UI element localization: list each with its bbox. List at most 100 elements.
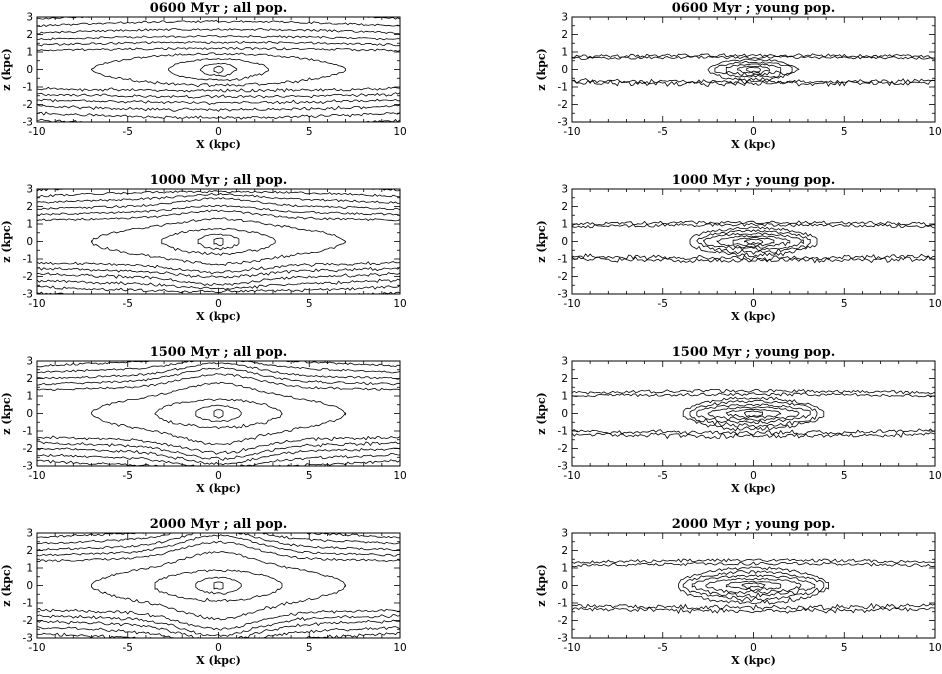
x-tick-label: 10 bbox=[928, 298, 941, 310]
panel-8: 2000 Myr ; young pop.-10 -5 0 5 10-3-2-10123… bbox=[535, 517, 942, 667]
panel-title: 2000 Myr ; all pop. bbox=[150, 517, 288, 532]
x-axis-label: X (kpc) bbox=[196, 482, 241, 495]
y-tick-label: -2 bbox=[558, 615, 568, 627]
contour-line bbox=[572, 222, 935, 229]
y-tick-label: 2 bbox=[561, 29, 568, 41]
y-tick-label: 3 bbox=[26, 12, 33, 24]
y-axis-label: z (kpc) bbox=[0, 220, 13, 263]
x-axis-label: X (kpc) bbox=[731, 138, 776, 151]
contour-line bbox=[732, 237, 775, 248]
contour-line bbox=[714, 61, 793, 78]
y-tick-label: -2 bbox=[23, 443, 33, 455]
x-tick-label: 10 bbox=[928, 470, 941, 482]
x-tick-label: -5 bbox=[123, 298, 133, 310]
x-tick-label: 0 bbox=[215, 298, 222, 310]
contour-group bbox=[572, 53, 935, 87]
x-tick-label: -10 bbox=[28, 126, 45, 138]
y-axis-label: z (kpc) bbox=[535, 564, 548, 607]
contour-line bbox=[37, 373, 400, 391]
contour-line bbox=[37, 533, 400, 539]
contour-line bbox=[154, 569, 283, 603]
contour-line bbox=[725, 580, 782, 592]
y-tick-label: -2 bbox=[23, 615, 33, 627]
y-tick-label: -1 bbox=[23, 254, 33, 266]
y-tick-label: 1 bbox=[26, 563, 33, 575]
contour-line bbox=[682, 396, 825, 432]
contour-line bbox=[572, 606, 935, 614]
y-tick-label: 3 bbox=[561, 184, 568, 196]
y-tick-label: -3 bbox=[23, 633, 33, 645]
panel-6: 1500 Myr ; young pop.-10 -5 0 5 10-3-2-10123… bbox=[535, 345, 942, 495]
contour-line bbox=[572, 392, 935, 398]
contour-line bbox=[37, 607, 400, 631]
contour-group bbox=[572, 388, 935, 440]
contour-line bbox=[91, 381, 347, 446]
x-tick-label: 5 bbox=[306, 126, 313, 138]
x-axis-label: X (kpc) bbox=[731, 482, 776, 495]
y-tick-label: 1 bbox=[26, 391, 33, 403]
contour-line bbox=[37, 435, 400, 455]
contour-line bbox=[37, 361, 400, 374]
y-tick-label: 3 bbox=[561, 356, 568, 368]
contour-line bbox=[37, 261, 400, 275]
contour-line bbox=[91, 52, 347, 88]
x-tick-label: -5 bbox=[658, 298, 668, 310]
x-tick-label: 5 bbox=[841, 126, 848, 138]
y-tick-label: -1 bbox=[558, 82, 568, 94]
x-tick-label: 5 bbox=[841, 298, 848, 310]
contour-line bbox=[197, 233, 240, 251]
contour-line bbox=[37, 361, 400, 368]
contour-line bbox=[213, 409, 224, 419]
y-tick-label: 3 bbox=[26, 184, 33, 196]
y-tick-label: 0 bbox=[26, 408, 33, 420]
y-tick-label: 0 bbox=[561, 580, 568, 592]
panel-title: 2000 Myr ; young pop. bbox=[672, 517, 835, 532]
contour-line bbox=[37, 533, 400, 552]
contour-line bbox=[154, 398, 283, 430]
x-axis-label: X (kpc) bbox=[196, 138, 241, 151]
contour-line bbox=[37, 440, 400, 461]
x-tick-label: -10 bbox=[563, 470, 580, 482]
plot-frame bbox=[571, 16, 936, 123]
y-tick-label: 2 bbox=[26, 201, 33, 213]
contour-group bbox=[572, 558, 935, 614]
x-tick-label: -10 bbox=[28, 298, 45, 310]
contour-line bbox=[195, 404, 242, 423]
contour-line bbox=[746, 66, 761, 74]
contour-line bbox=[37, 266, 400, 279]
x-tick-label: 0 bbox=[750, 470, 757, 482]
contour-line bbox=[678, 566, 829, 605]
y-tick-label: -3 bbox=[558, 289, 568, 301]
contour-line bbox=[37, 40, 400, 47]
contour-line bbox=[37, 459, 400, 466]
plot-frame bbox=[571, 360, 936, 467]
contour-line bbox=[199, 62, 238, 77]
y-tick-label: -2 bbox=[558, 99, 568, 111]
contour-group bbox=[37, 361, 400, 466]
y-tick-label: -3 bbox=[558, 461, 568, 473]
contour-line bbox=[572, 558, 935, 564]
contour-line bbox=[37, 28, 400, 35]
contour-line bbox=[37, 209, 400, 222]
panel-title: 0600 Myr ; all pop. bbox=[150, 1, 288, 16]
y-tick-label: -2 bbox=[558, 271, 568, 283]
contour-group bbox=[37, 533, 400, 638]
x-tick-label: 10 bbox=[393, 470, 406, 482]
y-tick-label: 3 bbox=[26, 356, 33, 368]
x-tick-label: 5 bbox=[841, 470, 848, 482]
y-tick-label: 1 bbox=[26, 219, 33, 231]
contour-line bbox=[37, 103, 400, 112]
y-tick-label: -2 bbox=[23, 271, 33, 283]
y-tick-label: 0 bbox=[561, 236, 568, 248]
x-tick-label: 5 bbox=[306, 470, 313, 482]
x-tick-label: -10 bbox=[28, 470, 45, 482]
x-tick-label: -5 bbox=[658, 642, 668, 654]
y-tick-label: 0 bbox=[26, 580, 33, 592]
y-tick-label: 1 bbox=[26, 47, 33, 59]
x-tick-label: -10 bbox=[28, 642, 45, 654]
panel-title: 1500 Myr ; young pop. bbox=[672, 345, 835, 360]
y-tick-label: 3 bbox=[561, 528, 568, 540]
contour-group bbox=[37, 189, 400, 294]
contour-line bbox=[696, 403, 811, 425]
contour-line bbox=[572, 561, 935, 568]
